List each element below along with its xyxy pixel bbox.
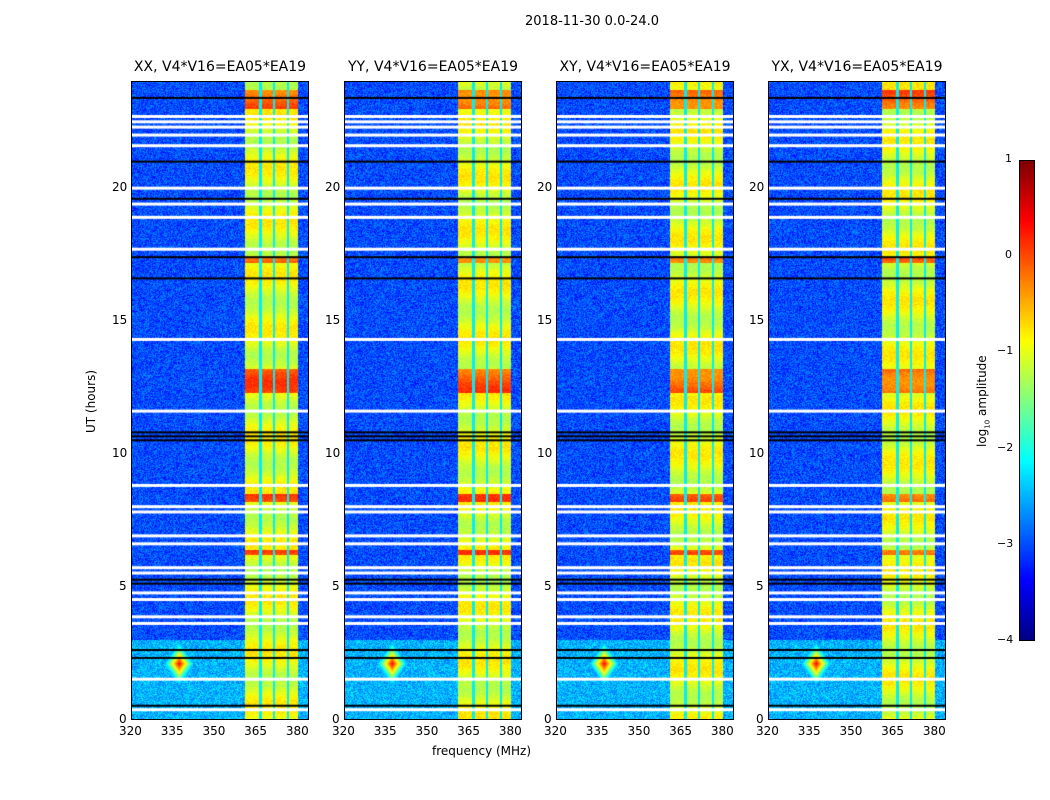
y-tick-label: 0 — [332, 712, 340, 726]
y-tick-label: 10 — [537, 445, 553, 460]
colorbar-tick-label: −1 — [997, 344, 1014, 358]
x-tick-label: 350 — [415, 724, 439, 738]
y-tick-label: 15 — [749, 312, 765, 327]
panel-title: XX, V4*V16=EA05*EA19 — [133, 59, 307, 75]
y-tick-label: 0 — [544, 712, 552, 726]
y-tick-label: 20 — [112, 179, 128, 194]
x-tick-label: 335 — [373, 724, 397, 738]
y-tick-label: 10 — [749, 445, 765, 460]
heatmap-image — [345, 82, 521, 719]
x-tick-label: 365 — [881, 724, 905, 738]
y-axis-label: UT (hours) — [84, 369, 98, 433]
suptitle: 2018-11-30 0.0-24.0 — [525, 14, 659, 29]
y-tick-label: 15 — [325, 312, 341, 327]
panel-title: XY, V4*V16=EA05*EA19 — [559, 59, 731, 75]
y-tick-label: 5 — [119, 578, 127, 593]
x-tick-label: 335 — [585, 724, 609, 738]
y-tick-label: 0 — [119, 712, 127, 726]
colorbar-tick-label: 1 — [1005, 152, 1012, 165]
y-tick-label: 5 — [544, 578, 552, 593]
x-tick-label: 365 — [457, 724, 481, 738]
heatmap-image — [557, 82, 733, 719]
x-tick-label: 335 — [797, 724, 821, 738]
x-tick-label: 380 — [285, 724, 309, 738]
y-tick-label: 5 — [332, 578, 340, 593]
heatmap-panel — [556, 81, 734, 720]
y-tick-label: 15 — [112, 312, 128, 327]
x-tick-label: 320 — [544, 724, 567, 738]
colorbar-tick-label: 0 — [1005, 248, 1012, 262]
heatmap-image — [769, 82, 945, 719]
x-tick-label: 350 — [202, 724, 226, 738]
x-tick-label: 380 — [498, 724, 522, 738]
heatmap-panel — [131, 81, 309, 720]
heatmap-panel — [768, 81, 946, 720]
colorbar-tick-label: −3 — [997, 536, 1014, 550]
y-tick-label: 10 — [325, 445, 341, 460]
colorbar-tick-label: −4 — [997, 633, 1014, 646]
x-tick-label: 320 — [332, 724, 355, 738]
x-tick-label: 350 — [839, 724, 863, 738]
colorbar-label: log10 amplitude — [975, 355, 992, 447]
colorbar-tick-label: −2 — [997, 440, 1014, 454]
colorbar — [1019, 160, 1035, 641]
y-tick-label: 15 — [537, 312, 553, 327]
x-tick-label: 380 — [710, 724, 734, 738]
x-tick-label: 350 — [627, 724, 651, 738]
x-tick-label: 320 — [119, 724, 142, 738]
heatmap-image — [132, 82, 308, 719]
x-tick-label: 335 — [160, 724, 184, 738]
y-tick-label: 20 — [325, 179, 341, 194]
panel-title: YX, V4*V16=EA05*EA19 — [771, 59, 943, 75]
x-tick-label: 380 — [922, 724, 946, 738]
x-tick-label: 365 — [244, 724, 268, 738]
y-tick-label: 5 — [756, 578, 764, 593]
heatmap-panel — [344, 81, 522, 720]
y-tick-label: 10 — [112, 445, 128, 460]
y-tick-label: 20 — [749, 179, 765, 194]
y-tick-label: 20 — [537, 179, 553, 194]
x-tick-label: 365 — [669, 724, 693, 738]
y-tick-label: 0 — [756, 712, 764, 726]
x-tick-label: 320 — [756, 724, 779, 738]
x-axis-label: frequency (MHz) — [432, 744, 532, 758]
panel-title: YY, V4*V16=EA05*EA19 — [347, 59, 519, 75]
